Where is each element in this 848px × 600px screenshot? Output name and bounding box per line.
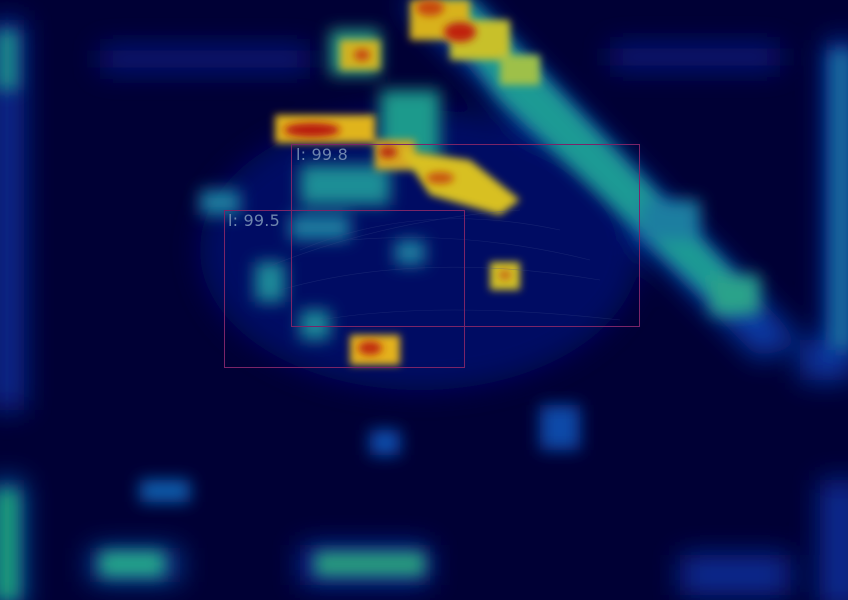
detection-box-2: [224, 210, 465, 368]
detection-box-1: [291, 144, 640, 327]
detection-label-2: l: 99.5: [228, 211, 280, 230]
detection-label-1: l: 99.8: [296, 145, 348, 164]
